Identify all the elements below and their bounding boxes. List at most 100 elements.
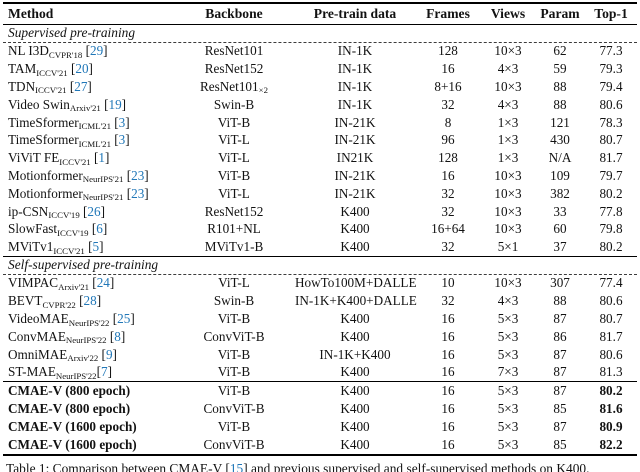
frames-cell: 10 xyxy=(441,275,455,291)
frames-cell: 16 xyxy=(441,436,455,452)
citation-link[interactable]: 28 xyxy=(83,293,97,309)
pretrain-data-cell: IN-1K xyxy=(337,78,373,94)
citation-link[interactable]: 25 xyxy=(117,311,131,327)
method-name: SlowFast xyxy=(8,221,58,237)
citation-link[interactable]: 3 xyxy=(118,114,126,130)
param-cell: 87 xyxy=(553,364,567,380)
backbone-subscript: ×2 xyxy=(258,85,268,96)
citation-bracket-close: ] xyxy=(109,275,115,291)
citation-link[interactable]: 1 xyxy=(98,150,105,166)
backbone-cell: MViTv1-B xyxy=(204,239,264,255)
backbone-cell: Swin-B xyxy=(213,293,255,309)
citation-link[interactable]: 8 xyxy=(114,328,121,344)
method-cell: CMAE-V (800 epoch) xyxy=(3,401,173,417)
pretrain-data-cell: K400 xyxy=(340,401,370,417)
views-cell: 1×3 xyxy=(497,132,519,148)
pretrain-data-cell: IN-1K+K400 xyxy=(319,346,391,362)
column-header-frames: Frames xyxy=(426,6,470,21)
method-name: OmniMAE xyxy=(8,346,68,362)
backbone-cell: ViT-B xyxy=(217,418,251,434)
method-venue-subscript: Arxiv'22 xyxy=(67,353,99,364)
top1-cell: 81.6 xyxy=(599,401,623,417)
table-row: VideoMAENeurIPS'22 [25] ViT-B K400 16 5×3 87 8… xyxy=(3,310,637,328)
method-cell: MotionformerNeurIPS'21 [23] xyxy=(3,185,173,203)
method-cell: ConvMAENeurIPS'22 [8] xyxy=(3,328,173,346)
citation-link[interactable]: 5 xyxy=(92,239,100,255)
table-row: VIMPACArxiv'21 [24] ViT-L HowTo100M+DALLE 1… xyxy=(3,275,637,293)
frames-cell: 128 xyxy=(438,150,458,166)
views-cell: 5×3 xyxy=(497,418,519,434)
param-cell: 85 xyxy=(553,436,567,452)
citation-link[interactable]: 23 xyxy=(131,167,145,183)
citation-bracket-close: ] xyxy=(103,43,108,59)
citation-link[interactable]: 3 xyxy=(118,132,126,148)
citation-bracket-close: ] xyxy=(105,150,110,166)
citation-link[interactable]: 9 xyxy=(105,346,113,362)
citation-bracket-close: ] xyxy=(99,239,104,255)
citation-link[interactable]: 29 xyxy=(89,43,104,59)
citation-link[interactable]: 6 xyxy=(96,221,103,237)
table-row: TimeSformerICML'21 [3] ViT-B IN-21K 8 1×3 121… xyxy=(3,114,637,132)
citation-link[interactable]: 23 xyxy=(131,185,145,201)
pretrain-data-cell: K400 xyxy=(340,383,370,399)
frames-cell: 16 xyxy=(441,364,455,380)
method-name: NL I3D xyxy=(8,43,49,59)
column-header-views: Views xyxy=(490,6,526,21)
citation-link[interactable]: 24 xyxy=(96,275,110,291)
method-cell: Video SwinArxiv'21 [19] xyxy=(3,96,173,114)
top1-cell: 77.3 xyxy=(599,43,623,59)
method-venue-subscript: ICCV'21 xyxy=(53,245,85,256)
citation-link[interactable]: 27 xyxy=(74,78,88,94)
backbone-cell: ResNet152 xyxy=(204,61,264,77)
top1-cell: 80.2 xyxy=(599,239,623,255)
top1-cell: 78.3 xyxy=(599,114,623,130)
method-venue-subscript: ICCV'21 xyxy=(36,67,68,78)
table-row: TAMICCV'21 [20] ResNet152 IN-1K 16 4×3 59 79.3 xyxy=(3,60,637,78)
citation-bracket-open: [ xyxy=(96,364,101,380)
table-row: MViTv1ICCV'21 [5] MViTv1-B K400 32 5×1 37 80.2 xyxy=(3,238,637,256)
frames-cell: 16 xyxy=(441,61,455,77)
method-venue-subscript: ICCV'21 xyxy=(59,156,91,167)
frames-cell: 32 xyxy=(441,239,455,255)
pretrain-data-cell: IN-1K xyxy=(337,96,373,112)
frames-cell: 16 xyxy=(441,401,455,417)
param-cell: 85 xyxy=(553,401,567,417)
param-cell: 86 xyxy=(553,328,567,344)
backbone-cell: ViT-L xyxy=(218,150,250,166)
frames-cell: 16 xyxy=(441,167,455,183)
citation-bracket-close: ] xyxy=(112,346,117,362)
citation-link[interactable]: 19 xyxy=(108,96,122,112)
backbone-cell: ViT-B xyxy=(217,383,251,399)
method-name: BEVT xyxy=(8,293,43,309)
method-venue-subscript: NeurIPS'21 xyxy=(82,192,124,203)
param-cell: 87 xyxy=(553,311,567,327)
views-cell: 5×3 xyxy=(497,346,519,362)
citation-link[interactable]: 26 xyxy=(87,203,101,219)
top1-cell: 79.3 xyxy=(599,61,623,77)
caption-citation-link[interactable]: 15 xyxy=(229,460,244,472)
views-cell: 4×3 xyxy=(497,96,519,112)
pretrain-data-cell: IN21K xyxy=(336,150,374,166)
frames-cell: 32 xyxy=(441,293,455,309)
section-header: Self-supervised pre-training xyxy=(3,256,637,275)
views-cell: 7×3 xyxy=(497,364,519,380)
method-name: TDN xyxy=(8,78,36,94)
method-name: CMAE-V (1600 epoch) xyxy=(8,418,137,434)
method-cell: ip-CSNICCV'19 [26] xyxy=(3,203,173,221)
views-cell: 5×3 xyxy=(497,383,519,399)
citation-bracket-close: ] xyxy=(120,328,126,344)
section-header-label: Self-supervised pre-training xyxy=(8,257,159,273)
top1-cell: 80.7 xyxy=(599,311,623,327)
method-name: CMAE-V (800 epoch) xyxy=(8,401,131,417)
param-cell: 307 xyxy=(550,275,570,291)
citation-bracket-close: ] xyxy=(87,78,92,94)
pretrain-data-cell: IN-1K+K400+DALLE xyxy=(295,293,417,309)
table-row: OmniMAEArxiv'22 [9] ViT-B IN-1K+K400 16 5×3 8… xyxy=(3,346,637,364)
top1-cell: 82.2 xyxy=(599,436,623,452)
views-cell: 5×3 xyxy=(497,311,519,327)
backbone-cell: ConvViT-B xyxy=(203,436,265,452)
citation-link[interactable]: 20 xyxy=(75,61,89,77)
citation-bracket-open: [ xyxy=(90,150,99,166)
citation-link[interactable]: 7 xyxy=(100,364,108,380)
backbone-cell: ResNet101×2 xyxy=(200,78,268,96)
